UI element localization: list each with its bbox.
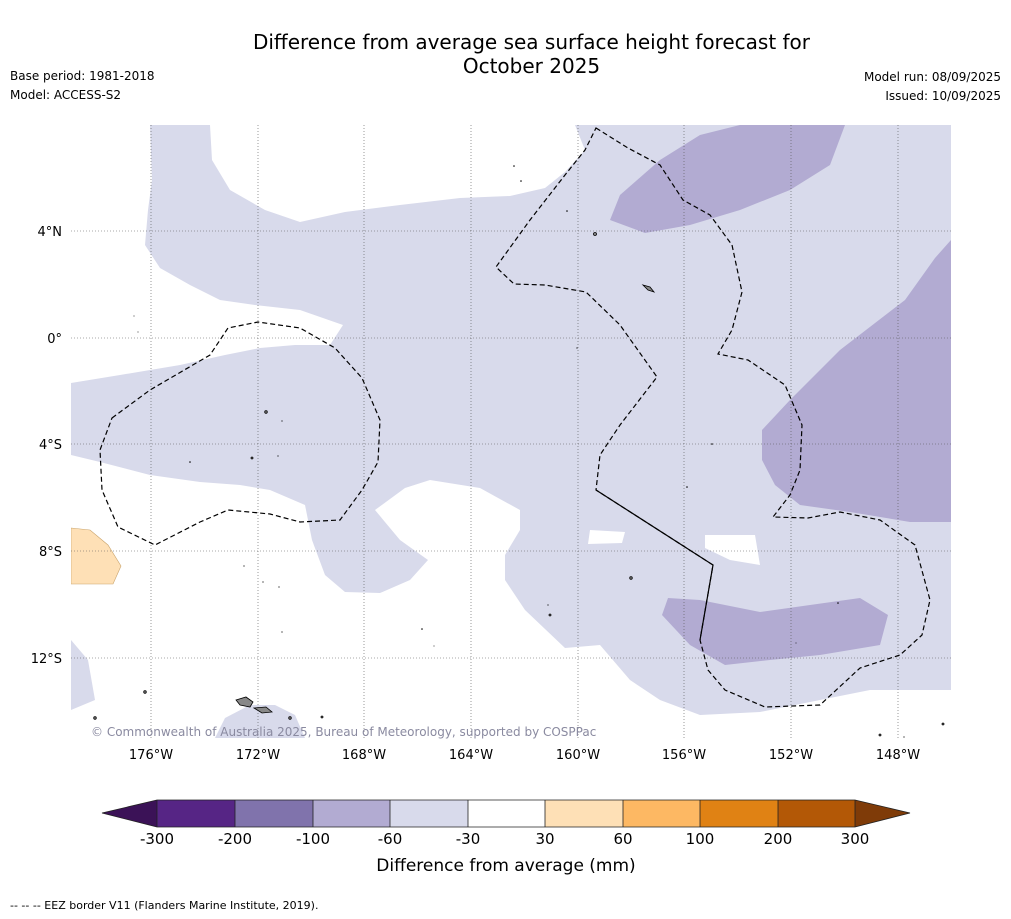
title-line-1: Difference from average sea surface heig… [252, 30, 811, 54]
island-atoll [878, 733, 882, 737]
anomaly-field-medium [610, 125, 951, 665]
colorbar-swatch [157, 800, 235, 827]
meta-right: Model run: 08/09/2025 Issued: 10/09/2025 [864, 68, 1001, 106]
maritime-boundary-solid [595, 489, 714, 641]
colorbar-swatch [700, 800, 778, 827]
map-title: Difference from average sea surface heig… [200, 30, 863, 78]
lon-label: 176°W [129, 748, 173, 763]
island-atoll [143, 690, 147, 694]
island-atoll [264, 410, 268, 414]
model-run: Model run: 08/09/2025 [863, 70, 1001, 84]
longitude-labels: 176°W 172°W 168°W 164°W 160°W 156°W 152°… [129, 748, 920, 763]
island-kiritimati [641, 284, 656, 293]
lon-label: 160°W [556, 748, 600, 763]
colorbar-swatch [235, 800, 313, 827]
colorbar-tick-label: 60 [613, 830, 632, 848]
anomaly-field-positive [71, 527, 122, 585]
meta-left: Base period: 1981-2018 Model: ACCESS-S2 [10, 67, 155, 105]
island-atoll [288, 716, 292, 720]
colorbar-extend-high [855, 800, 910, 827]
colorbar-tick-label: 100 [686, 830, 715, 848]
colorbar-tick-label: -200 [218, 830, 252, 848]
island-tutuila [252, 706, 273, 714]
lat-label: 12°S [31, 652, 62, 667]
copyright-notice: © Commonwealth of Australia 2025, Bureau… [91, 725, 596, 739]
lon-label: 152°W [769, 748, 813, 763]
colorbar-extend-low [102, 800, 157, 827]
colorbar: -300 -200 -100 -60 -30 30 60 100 200 300… [101, 799, 911, 876]
colorbar-tick-label: -300 [140, 830, 174, 848]
colorbar-title: Difference from average (mm) [376, 856, 635, 876]
colorbar-tick-label: 30 [535, 830, 554, 848]
island-atoll [320, 715, 324, 719]
island-atoll [93, 716, 97, 720]
colorbar-swatch [778, 800, 855, 827]
lat-label: 8°S [39, 545, 62, 560]
colorbar-swatch [468, 800, 545, 827]
island-atoll [593, 232, 597, 236]
island-upolu [235, 696, 254, 708]
island-atoll [250, 456, 254, 460]
anomaly-field-neutral [588, 530, 760, 565]
lon-label: 156°W [662, 748, 706, 763]
eez-borders [99, 127, 931, 708]
colorbar-tick-label: -30 [456, 830, 481, 848]
colorbar-swatch [313, 800, 390, 827]
issued-date: Issued: 10/09/2025 [885, 89, 1001, 103]
latitude-labels: 4°N 0° 4°S 8°S 12°S [31, 225, 62, 667]
lat-label: 4°S [39, 438, 62, 453]
island-atoll [941, 722, 945, 726]
colorbar-tick-label: -60 [378, 830, 403, 848]
model-name: Model: ACCESS-S2 [10, 88, 122, 102]
lat-label: 0° [47, 332, 62, 347]
islands [93, 232, 945, 737]
island-atoll [629, 576, 633, 580]
colorbar-swatch [390, 800, 468, 827]
colorbar-swatch [623, 800, 700, 827]
anomaly-field-light [71, 125, 951, 738]
graticule [71, 125, 951, 738]
title-line-2: October 2025 [462, 54, 601, 78]
island-atoll [548, 613, 552, 617]
colorbar-tick-label: 300 [841, 830, 870, 848]
small-islets [133, 165, 905, 738]
lon-label: 168°W [342, 748, 386, 763]
lon-label: 164°W [449, 748, 493, 763]
eez-legend-note: -- -- -- EEZ border V11 (Flanders Marine… [10, 899, 319, 912]
colorbar-tick-label: -100 [296, 830, 330, 848]
lon-label: 148°W [876, 748, 920, 763]
base-period: Base period: 1981-2018 [10, 69, 155, 83]
colorbar-tick-label: 200 [764, 830, 793, 848]
lon-label: 172°W [236, 748, 280, 763]
lat-label: 4°N [38, 225, 63, 240]
colorbar-swatch [545, 800, 623, 827]
map-area [71, 125, 951, 738]
